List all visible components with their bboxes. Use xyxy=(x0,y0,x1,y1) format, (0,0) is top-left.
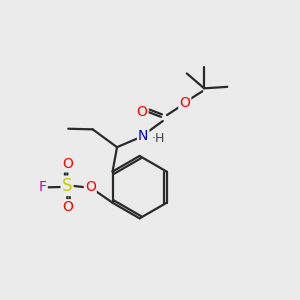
Text: O: O xyxy=(62,200,73,214)
Text: F: F xyxy=(39,180,47,194)
Text: ·H: ·H xyxy=(151,132,165,146)
Text: O: O xyxy=(179,96,190,110)
Text: O: O xyxy=(136,105,147,119)
Text: O: O xyxy=(85,180,96,194)
Text: O: O xyxy=(62,158,73,171)
Text: S: S xyxy=(62,177,72,195)
Text: N: N xyxy=(138,129,148,143)
